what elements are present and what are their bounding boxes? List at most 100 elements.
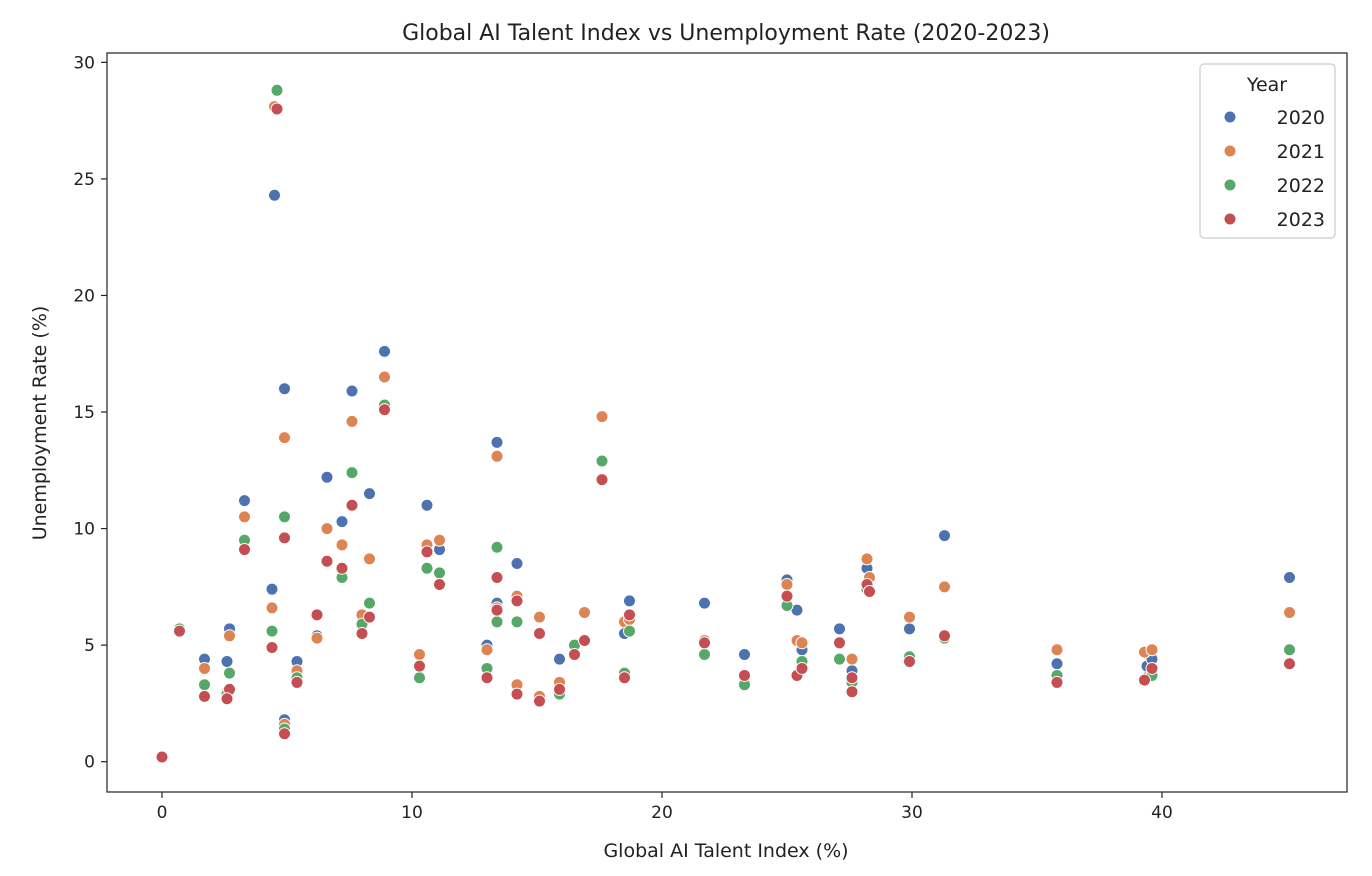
- y-tick-label: 5: [84, 636, 95, 656]
- point-2023: [903, 654, 916, 668]
- point-2021: [278, 431, 291, 445]
- point-2023: [413, 659, 426, 673]
- point-2023: [623, 608, 636, 622]
- point-2022: [265, 624, 279, 638]
- point-2020: [363, 487, 376, 501]
- legend-marker-2022: [1223, 178, 1237, 192]
- plot-area: [106, 52, 1348, 793]
- point-2022: [345, 466, 359, 480]
- point-2022: [623, 624, 636, 638]
- legend-title: Year: [1246, 74, 1287, 96]
- point-2023: [265, 640, 279, 654]
- point-2023: [1138, 673, 1151, 687]
- point-2023: [310, 608, 324, 622]
- legend-label-2020: 2020: [1277, 107, 1325, 129]
- point-2022: [698, 647, 711, 661]
- point-2023: [510, 594, 524, 608]
- x-tick-label: 0: [157, 803, 168, 823]
- x-axis-label: Global AI Talent Index (%): [603, 840, 848, 862]
- point-2021: [845, 652, 859, 666]
- point-2021: [903, 610, 916, 624]
- y-tick-label: 20: [73, 286, 95, 306]
- point-2023: [863, 585, 876, 599]
- point-2021: [223, 629, 236, 643]
- legend-label-2023: 2023: [1277, 209, 1325, 231]
- point-2021: [335, 538, 349, 552]
- point-2023: [345, 498, 359, 512]
- point-2023: [270, 102, 284, 116]
- y-tick-label: 15: [73, 403, 95, 423]
- point-2022: [433, 566, 446, 580]
- point-2022: [270, 83, 284, 97]
- point-2023: [335, 561, 349, 575]
- x-tick-label: 20: [651, 803, 673, 823]
- point-2023: [533, 626, 546, 640]
- point-2021: [238, 510, 251, 524]
- point-2020: [265, 582, 279, 596]
- point-2020: [238, 494, 251, 508]
- point-2021: [795, 636, 809, 650]
- point-2020: [278, 382, 291, 396]
- point-2023: [738, 668, 751, 682]
- point-2021: [490, 449, 504, 463]
- legend-label-2021: 2021: [1277, 141, 1325, 163]
- point-2023: [320, 554, 334, 568]
- point-2020: [345, 384, 359, 398]
- point-2021: [595, 410, 609, 424]
- point-2022: [510, 615, 524, 629]
- point-2021: [413, 647, 426, 661]
- point-2020: [553, 652, 566, 666]
- legend-box: [1199, 63, 1336, 239]
- point-2022: [198, 678, 211, 692]
- point-2020: [335, 515, 349, 529]
- point-2023: [780, 589, 794, 603]
- x-tick-label: 40: [1151, 803, 1173, 823]
- point-2022: [363, 596, 376, 610]
- point-2023: [490, 571, 504, 585]
- point-2021: [533, 610, 546, 624]
- point-2023: [595, 473, 609, 487]
- point-2020: [268, 188, 281, 202]
- point-2021: [310, 631, 324, 645]
- point-2023: [618, 671, 631, 685]
- point-2020: [698, 596, 711, 610]
- point-2021: [938, 580, 951, 594]
- point-2023: [355, 626, 369, 640]
- point-2021: [480, 643, 494, 657]
- point-2023: [795, 661, 809, 675]
- data-points: [155, 83, 1296, 764]
- point-2020: [938, 529, 951, 543]
- point-2023: [1283, 657, 1296, 671]
- point-2020: [1050, 657, 1064, 671]
- point-2020: [510, 557, 524, 571]
- point-2023: [1145, 661, 1159, 675]
- chart-title: Global AI Talent Index vs Unemployment R…: [402, 21, 1050, 46]
- point-2023: [1050, 675, 1064, 689]
- point-2021: [378, 370, 391, 384]
- point-2022: [420, 561, 434, 575]
- point-2023: [480, 671, 494, 685]
- point-2023: [278, 727, 291, 741]
- point-2022: [490, 540, 504, 554]
- point-2023: [378, 403, 391, 417]
- legend: Year 2020 2021 2022 2023: [1199, 63, 1336, 239]
- point-2021: [780, 578, 794, 592]
- point-2021: [860, 552, 874, 566]
- point-2021: [1050, 643, 1064, 657]
- point-2023: [363, 610, 376, 624]
- point-2023: [290, 675, 304, 689]
- point-2023: [198, 689, 211, 703]
- x-tick-label: 10: [401, 803, 423, 823]
- y-axis: 0 5 10 15 20 25 30: [73, 53, 107, 773]
- point-2023: [220, 692, 234, 706]
- point-2020: [378, 344, 391, 358]
- point-2023: [553, 682, 566, 696]
- point-2020: [738, 647, 751, 661]
- point-2022: [223, 666, 236, 680]
- y-tick-label: 25: [73, 170, 95, 190]
- point-2023: [698, 636, 711, 650]
- point-2020: [833, 622, 846, 636]
- legend-marker-2023: [1223, 212, 1237, 226]
- point-2020: [1283, 571, 1296, 585]
